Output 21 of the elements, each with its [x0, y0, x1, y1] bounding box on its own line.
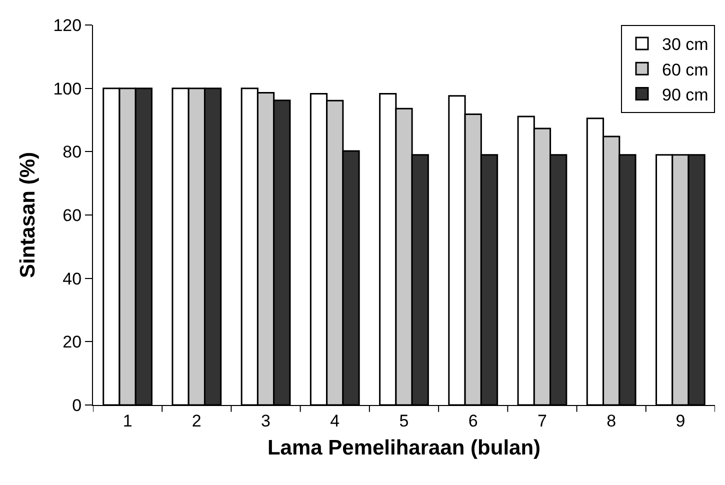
- x-tick-label: 8: [606, 411, 616, 430]
- y-tick-label: 60: [62, 206, 82, 225]
- x-tick-label: 6: [468, 411, 478, 430]
- x-tick-label: 9: [676, 411, 686, 430]
- y-tick-label: 0: [72, 396, 82, 415]
- x-tick-label: 5: [399, 411, 409, 430]
- x-tick-label: 7: [537, 411, 547, 430]
- legend-label: 90 cm: [662, 85, 708, 104]
- x-axis-title: Lama Pemeliharaan (bulan): [267, 436, 541, 460]
- x-tick-label: 4: [330, 411, 340, 430]
- y-tick-label: 20: [62, 332, 82, 352]
- legend-label: 60 cm: [662, 60, 708, 80]
- y-tick-label: 40: [62, 269, 82, 288]
- y-axis-title: Sintasan (%): [16, 152, 40, 278]
- x-tick-label: 3: [261, 411, 271, 430]
- legend-label: 30 cm: [662, 35, 708, 54]
- x-tick-label: 2: [192, 411, 202, 430]
- x-tick-label: 1: [122, 411, 132, 430]
- y-tick-label: 80: [62, 142, 82, 162]
- y-tick-label: 100: [53, 79, 82, 98]
- y-tick-label: 120: [53, 16, 82, 35]
